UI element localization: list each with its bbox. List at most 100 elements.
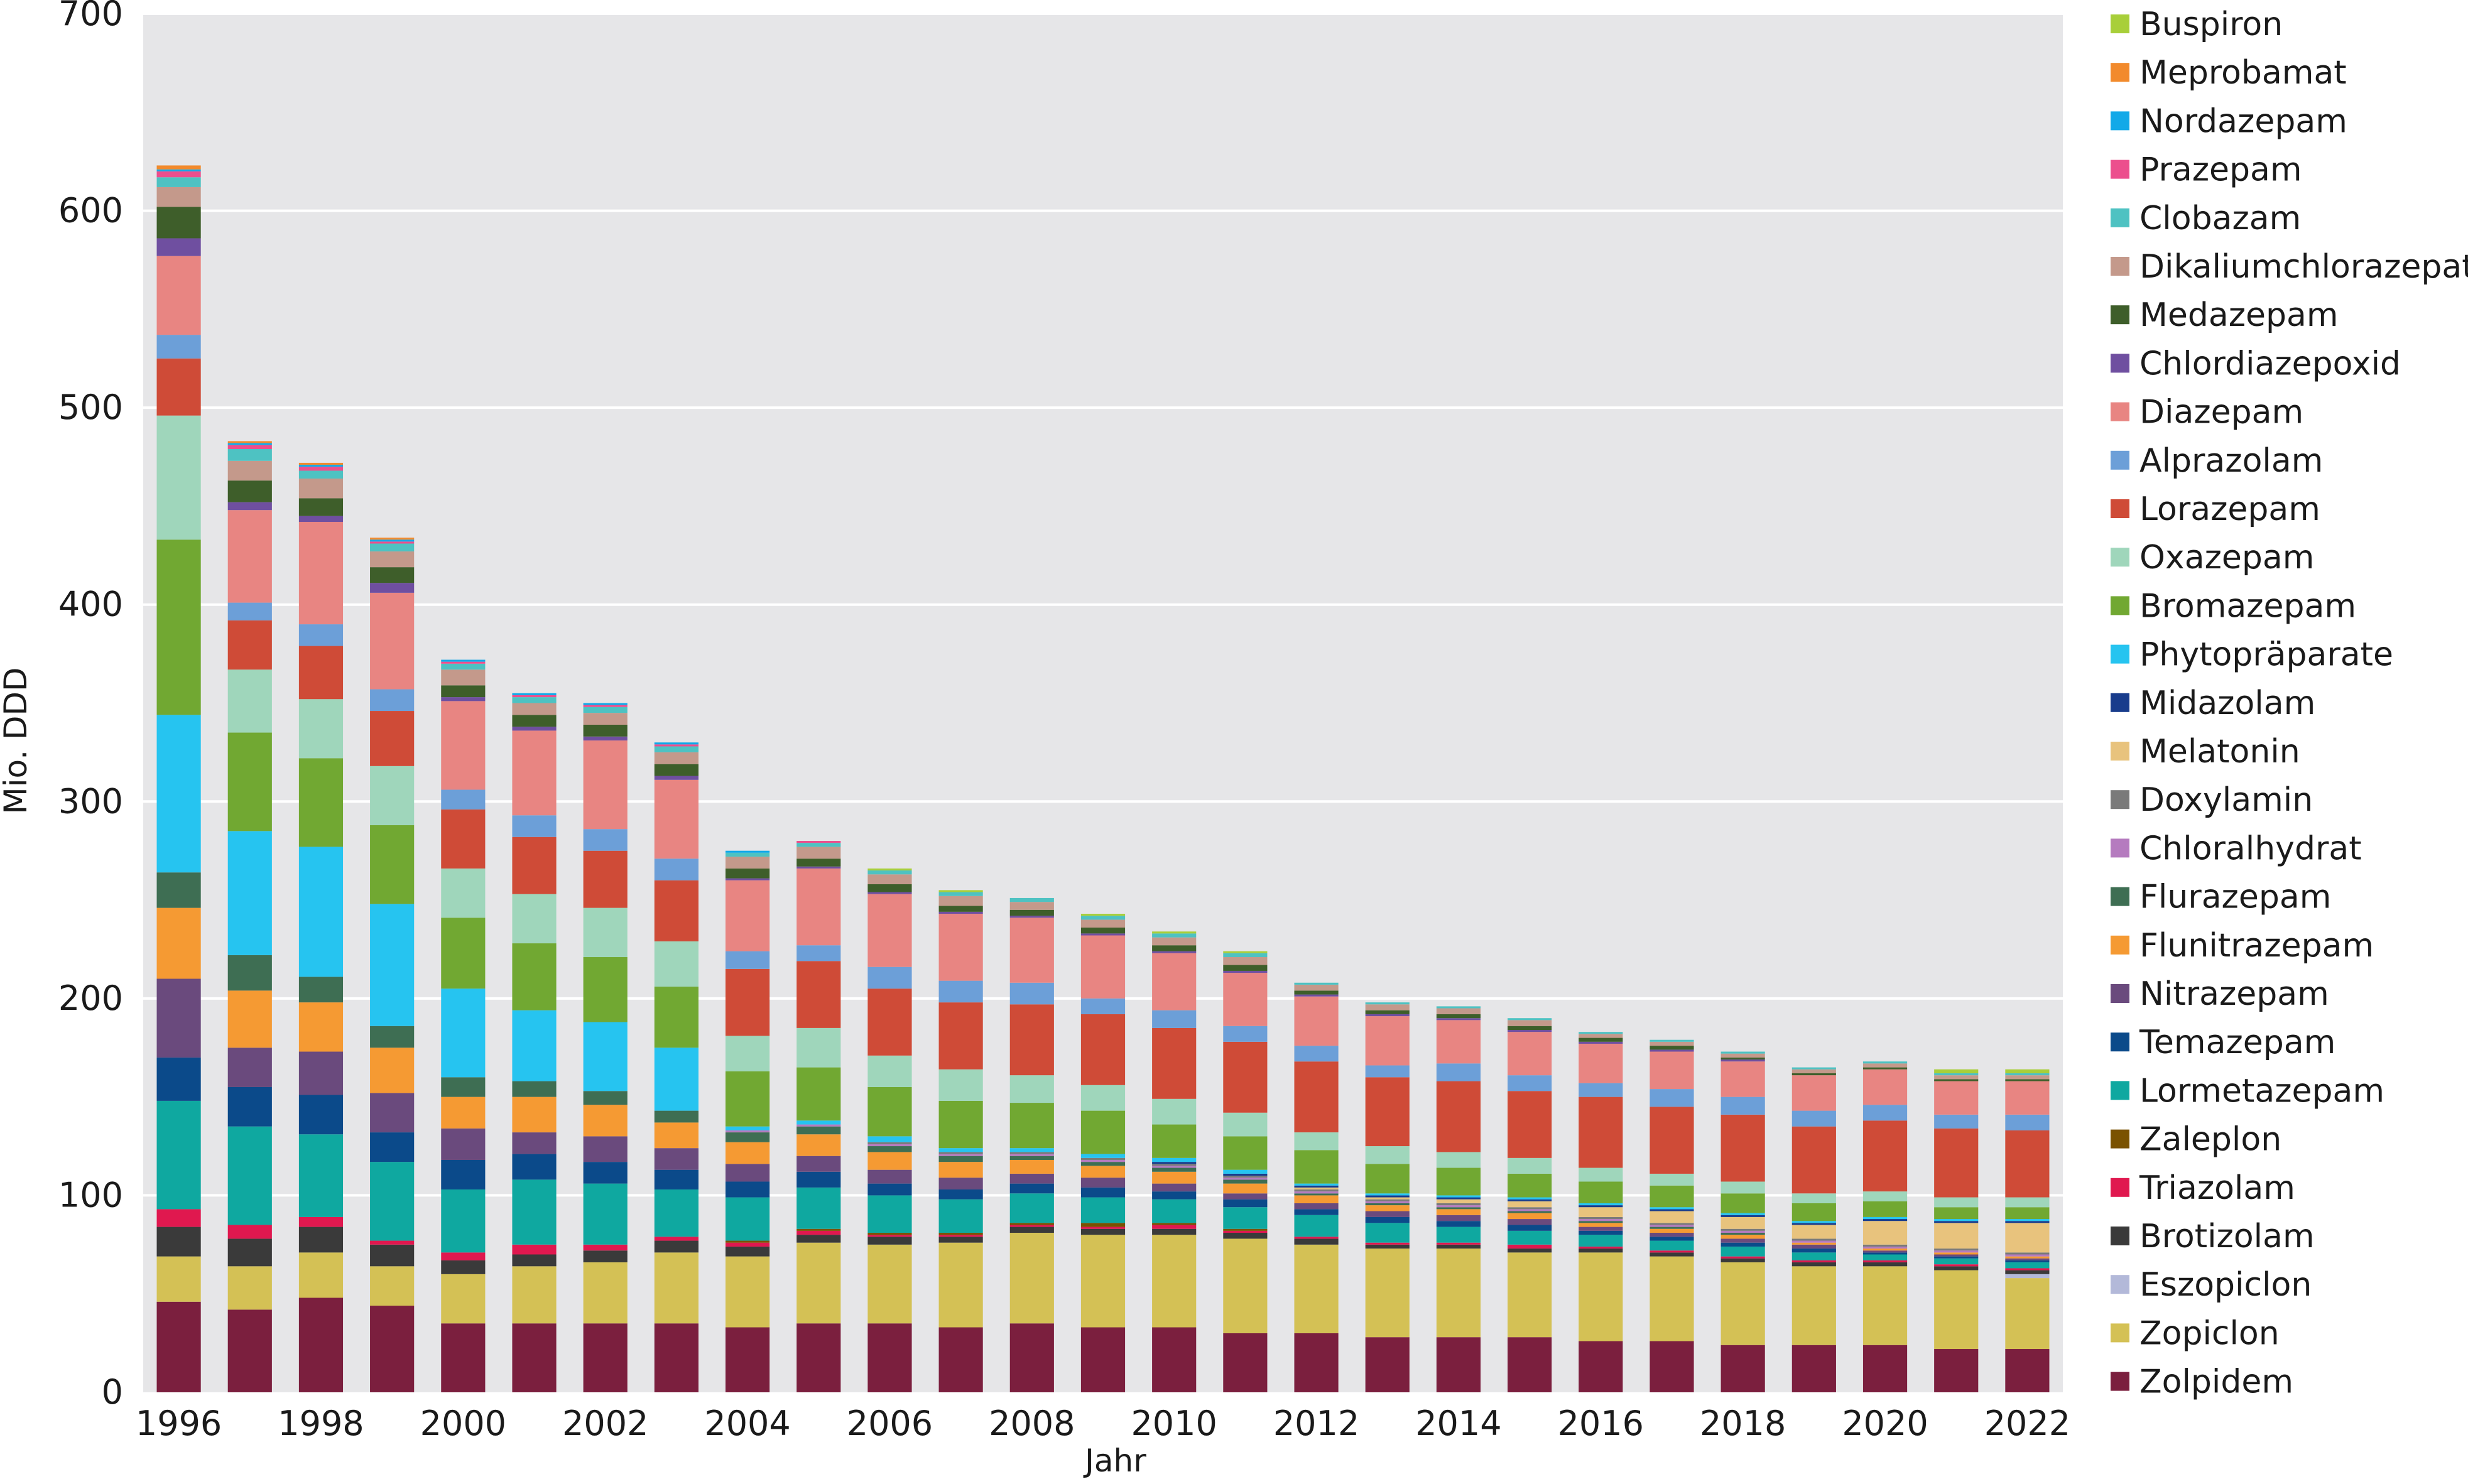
bar-segment	[1934, 1219, 1979, 1221]
bar-segment	[1080, 1235, 1126, 1328]
bar-stack-2021	[1934, 1069, 1979, 1392]
bar-segment	[725, 1036, 770, 1071]
bar-segment	[1791, 1126, 1836, 1194]
legend-label: Nordazepam	[2139, 102, 2347, 140]
legend-label: Lorazepam	[2139, 490, 2320, 528]
bar-segment	[370, 1266, 415, 1306]
bar-segment	[441, 1260, 486, 1274]
bar-segment	[1294, 1244, 1339, 1333]
bar-segment	[1436, 1215, 1481, 1221]
x-tick-label: 2014	[1415, 1404, 1501, 1443]
bar-segment	[1080, 1154, 1126, 1158]
bar-segment	[938, 1148, 983, 1152]
bar-segment	[867, 1233, 912, 1235]
legend-label: Zaleplon	[2139, 1121, 2281, 1159]
bar-segment	[1508, 1020, 1552, 1026]
bar-segment	[370, 689, 415, 712]
legend-item: Nordazepam	[2111, 102, 2347, 140]
bar-segment	[725, 1126, 770, 1130]
bar-segment	[1436, 1242, 1481, 1245]
bar-segment	[2005, 1349, 2050, 1392]
legend-swatch	[2111, 450, 2129, 470]
bar-segment	[1508, 1030, 1552, 1032]
bar-segment	[1080, 1187, 1126, 1198]
bar-segment	[1721, 1181, 1765, 1194]
x-tick-label: 1998	[278, 1404, 364, 1443]
legend-swatch	[2111, 644, 2129, 664]
bar-segment	[1650, 1223, 1694, 1225]
bar-segment	[1009, 1152, 1054, 1154]
y-tick-label: 500	[58, 387, 123, 427]
bar-segment	[867, 1086, 912, 1137]
bar-segment	[1365, 1014, 1410, 1017]
bar-segment	[1650, 1252, 1694, 1257]
bar-segment	[583, 907, 628, 958]
bar-segment	[796, 1187, 841, 1229]
bar-segment	[1650, 1209, 1694, 1211]
bar-segment	[1080, 1178, 1126, 1188]
bar-segment	[1508, 1230, 1552, 1245]
legend-item: Chlordiazepoxid	[2111, 345, 2401, 382]
bar-segment	[156, 539, 201, 715]
bar-segment	[1009, 1173, 1054, 1184]
x-tick-label: 2016	[1558, 1404, 1644, 1443]
x-tick-label: 2004	[704, 1404, 790, 1443]
bar-segment	[1508, 1337, 1552, 1392]
bar-segment	[1934, 1250, 1979, 1253]
bar-segment	[1579, 1219, 1623, 1221]
bar-segment	[1934, 1081, 1979, 1115]
bar-segment	[512, 1097, 557, 1133]
bar-segment	[441, 1252, 486, 1260]
bar-segment	[725, 968, 770, 1036]
bar-segment	[370, 551, 415, 568]
bar-segment	[298, 522, 344, 625]
y-tick-label: 100	[58, 1175, 123, 1215]
bar-segment	[1791, 1248, 1836, 1253]
legend-item: Melatonin	[2111, 733, 2300, 771]
legend-swatch	[2111, 160, 2129, 179]
bar-segment	[441, 685, 486, 698]
legend-item: Meprobamat	[2111, 54, 2347, 92]
bar-segment	[725, 1130, 770, 1133]
bar-segment	[583, 1183, 628, 1245]
bar-segment	[1934, 1270, 1979, 1350]
bar-stack-2008	[1009, 897, 1054, 1392]
bar-segment	[156, 256, 201, 335]
bar-segment	[796, 841, 841, 843]
legend-label: Lormetazepam	[2139, 1072, 2384, 1110]
bar-segment	[1009, 916, 1054, 918]
legend-label: Temazepam	[2139, 1024, 2335, 1061]
x-axis-ticks: 1996 1998 2000 2002 2004 2006 2008 2010 2012 2014…	[136, 1404, 2070, 1443]
bar-segment	[441, 1274, 486, 1324]
bar-segment	[1365, 1216, 1410, 1223]
bar-segment	[227, 669, 272, 733]
bar-segment	[512, 1081, 557, 1097]
bar-segment	[654, 1240, 699, 1253]
bar-segment	[1579, 1167, 1623, 1182]
bar-segment	[1009, 1223, 1054, 1225]
bar-segment	[512, 695, 557, 698]
bar-stack-2007	[938, 890, 983, 1392]
bar-segment	[512, 1132, 557, 1154]
bar-segment	[1791, 1110, 1836, 1127]
bar-stack-2022	[2005, 1069, 2050, 1392]
bar-segment	[938, 1100, 983, 1149]
bar-segment	[1152, 1010, 1197, 1028]
bar-stack-2016	[1579, 1032, 1623, 1392]
bar-segment	[1791, 1193, 1836, 1203]
bar-segment	[583, 1262, 628, 1324]
bar-segment	[298, 1051, 344, 1095]
bar-segment	[1721, 1057, 1765, 1060]
bar-segment	[1294, 1238, 1339, 1245]
bar-segment	[227, 502, 272, 511]
bar-segment	[1791, 1266, 1836, 1345]
bar-segment	[1152, 1199, 1197, 1223]
bar-segment	[2005, 1114, 2050, 1130]
bar-segment	[1934, 1252, 1979, 1255]
bar-segment	[441, 1077, 486, 1097]
legend-item: Flurazepam	[2111, 879, 2331, 916]
bar-segment	[1294, 1203, 1339, 1210]
legend-label: Prazepam	[2139, 151, 2302, 189]
bar-segment	[1294, 1189, 1339, 1192]
bar-segment	[1721, 1256, 1765, 1259]
